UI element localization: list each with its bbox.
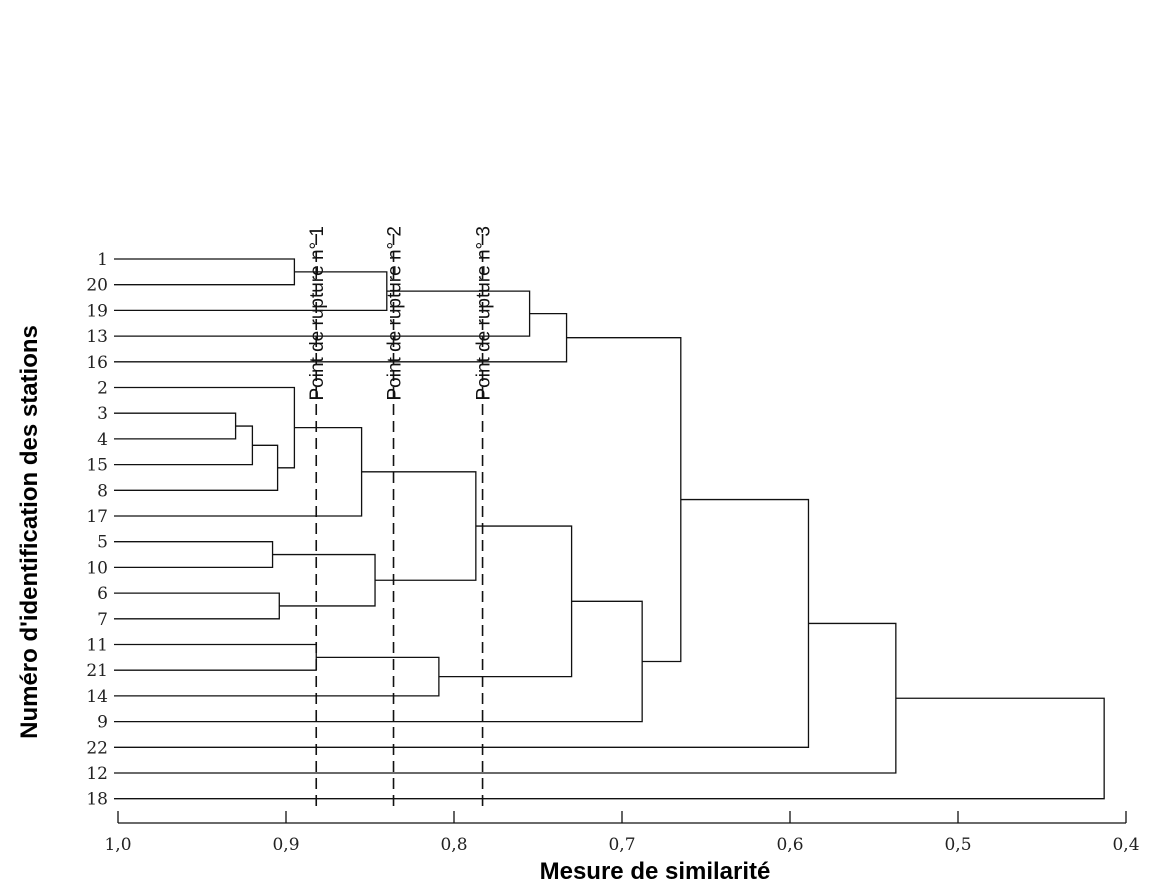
- leaf-label: 13: [86, 327, 108, 347]
- merge-m11: [114, 592, 280, 620]
- leaf-label: 8: [97, 481, 108, 501]
- x-tick-label: 0,8: [440, 835, 467, 855]
- leaf-label: 15: [86, 456, 108, 476]
- leaf-label: 10: [86, 558, 108, 578]
- leaf-label: 16: [86, 353, 108, 373]
- leaf-label: 11: [86, 636, 108, 656]
- merge-m19: [114, 498, 810, 748]
- leaf-label: 12: [86, 764, 108, 784]
- cut-label-1: Point de rupture n° 1: [307, 226, 328, 401]
- dendrogram-links: [114, 258, 1105, 800]
- x-axis: 1,0 0,9 0,8 0,7 0,6 0,5 0,4: [104, 811, 1140, 855]
- merge-m7: [114, 444, 279, 491]
- leaf-label: 22: [86, 738, 108, 758]
- leaf-labels: 1 20 19 13 16 2 3 4 15 8 17 5 10 6 7 11 21 14 9 22 12 18: [86, 250, 108, 810]
- leaf-label: 7: [97, 610, 108, 630]
- leaf-label: 4: [97, 430, 108, 450]
- x-tick-label: 0,5: [944, 835, 971, 855]
- merge-m2: [114, 271, 388, 312]
- leaf-label: 2: [97, 379, 108, 399]
- leaf-label: 18: [86, 790, 108, 810]
- x-axis-title: Mesure de similarité: [540, 858, 771, 885]
- merge-m4: [114, 312, 568, 363]
- merge-m13: [361, 471, 477, 581]
- merge-m8: [114, 386, 296, 469]
- merge-m5: [114, 412, 237, 440]
- x-tick-label: 0,6: [776, 835, 803, 855]
- x-tick-label: 0,4: [1112, 835, 1139, 855]
- cut-label-3: Point de rupture n° 3: [474, 226, 495, 401]
- leaf-label: 21: [86, 661, 108, 681]
- merge-m6: [114, 425, 254, 466]
- leaf-label: 6: [97, 584, 108, 604]
- leaf-label: 5: [97, 533, 108, 553]
- x-tick-label: 1,0: [104, 835, 131, 855]
- leaf-label: 19: [86, 301, 108, 321]
- merge-m9: [114, 427, 363, 517]
- x-tick-label: 0,7: [608, 835, 635, 855]
- leaf-label: 9: [97, 713, 108, 733]
- y-axis-title: Numéro d'identification des stations: [16, 325, 43, 739]
- cut-lines: Point de rupture n° 1 Point de rupture n°…: [307, 226, 495, 808]
- merge-m12: [272, 553, 376, 607]
- leaf-label: 14: [86, 687, 108, 707]
- leaf-label: 3: [97, 404, 108, 424]
- leaf-label: 17: [86, 507, 108, 527]
- merge-m21: [114, 697, 1105, 800]
- merge-m18: [566, 337, 682, 663]
- merge-m14: [114, 643, 317, 671]
- merge-m20: [114, 622, 897, 774]
- merge-m10: [114, 541, 274, 569]
- x-tick-label: 0,9: [272, 835, 299, 855]
- merge-m1: [114, 258, 296, 286]
- merge-m16: [438, 525, 573, 678]
- cut-label-2: Point de rupture n° 2: [385, 226, 406, 401]
- leaf-label: 20: [86, 276, 108, 296]
- leaf-label: 1: [97, 250, 108, 270]
- merge-m15: [114, 656, 440, 697]
